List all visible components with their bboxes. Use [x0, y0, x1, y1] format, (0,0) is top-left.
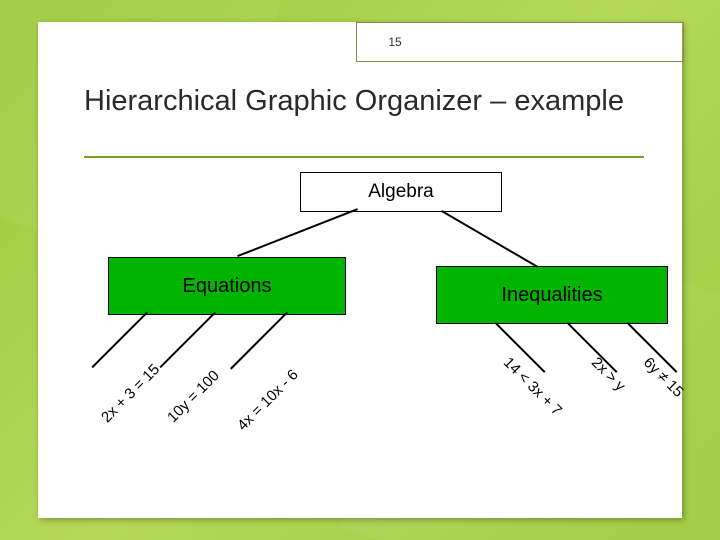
node-root: Algebra: [300, 172, 502, 212]
leaf-label: 6y ≠ 15: [640, 354, 687, 401]
leaf-label: 2x + 3 = 15: [98, 361, 163, 426]
title-underline: [84, 156, 644, 158]
leaf-label: 14 < 3x + 7: [500, 354, 565, 419]
leaf-label: 2x > y: [588, 354, 629, 395]
leaf-label: 4x = 10x - 6: [234, 366, 302, 434]
node-equations: Equations: [108, 257, 346, 315]
slide-title: Hierarchical Graphic Organizer – example: [84, 86, 644, 118]
content-card: 15 Hierarchical Graphic Organizer – exam…: [38, 22, 682, 518]
leaf-label: 10y = 100: [164, 367, 223, 426]
page-number-box: 15: [356, 22, 684, 62]
page-number: 15: [388, 35, 401, 49]
leaf-leg: [92, 312, 148, 368]
slide: 15 Hierarchical Graphic Organizer – exam…: [0, 0, 720, 540]
connector: [237, 209, 358, 257]
leaf-leg: [230, 312, 288, 370]
connector: [441, 210, 538, 267]
node-inequalities: Inequalities: [436, 266, 668, 324]
leaf-leg: [160, 312, 216, 368]
